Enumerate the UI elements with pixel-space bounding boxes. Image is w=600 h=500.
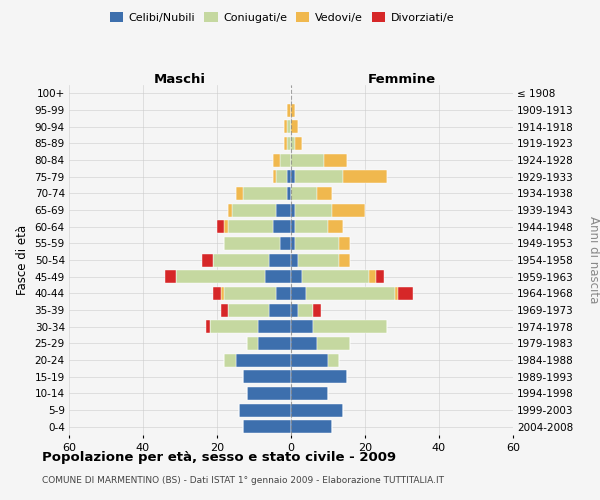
Bar	[243, 187, 287, 200]
Bar	[328, 354, 339, 366]
Bar	[224, 354, 235, 366]
Bar	[287, 137, 291, 150]
Bar	[280, 237, 291, 250]
Bar	[291, 404, 343, 416]
Bar	[291, 320, 313, 333]
Bar	[228, 204, 232, 216]
Bar	[291, 204, 295, 216]
Bar	[298, 254, 339, 266]
Bar	[291, 170, 295, 183]
Bar	[287, 104, 291, 117]
Bar	[398, 287, 413, 300]
Bar	[243, 420, 291, 433]
Bar	[332, 204, 365, 216]
Y-axis label: Anni di nascita: Anni di nascita	[587, 216, 600, 304]
Bar	[368, 270, 376, 283]
Text: Maschi: Maschi	[154, 73, 206, 86]
Text: Popolazione per età, sesso e stato civile - 2009: Popolazione per età, sesso e stato civil…	[42, 451, 396, 464]
Bar	[217, 220, 224, 233]
Bar	[258, 337, 291, 350]
Bar	[291, 337, 317, 350]
Bar	[269, 304, 291, 316]
Bar	[243, 370, 291, 383]
Bar	[376, 270, 383, 283]
Bar	[221, 287, 224, 300]
Bar	[317, 337, 350, 350]
Bar	[302, 270, 369, 283]
Bar	[235, 187, 243, 200]
Bar	[291, 370, 347, 383]
Bar	[298, 304, 313, 316]
Bar	[214, 254, 269, 266]
Bar	[276, 170, 287, 183]
Bar	[291, 254, 298, 266]
Bar	[235, 354, 291, 366]
Bar	[272, 170, 276, 183]
Bar	[313, 320, 387, 333]
Bar	[291, 187, 317, 200]
Bar	[206, 320, 209, 333]
Bar	[209, 320, 258, 333]
Bar	[317, 187, 332, 200]
Y-axis label: Fasce di età: Fasce di età	[16, 225, 29, 295]
Bar	[272, 154, 280, 166]
Text: Femmine: Femmine	[368, 73, 436, 86]
Bar	[295, 204, 332, 216]
Bar	[224, 237, 280, 250]
Bar	[291, 270, 302, 283]
Bar	[291, 420, 332, 433]
Bar	[328, 220, 343, 233]
Bar	[258, 320, 291, 333]
Bar	[287, 187, 291, 200]
Bar	[295, 237, 339, 250]
Bar	[295, 220, 328, 233]
Bar	[313, 304, 320, 316]
Bar	[269, 254, 291, 266]
Bar	[202, 254, 214, 266]
Bar	[276, 204, 291, 216]
Bar	[280, 154, 291, 166]
Bar	[276, 287, 291, 300]
Bar	[291, 287, 306, 300]
Bar	[295, 170, 343, 183]
Bar	[291, 354, 328, 366]
Bar	[224, 220, 228, 233]
Bar	[339, 254, 350, 266]
Bar	[165, 270, 176, 283]
Bar	[228, 304, 269, 316]
Bar	[291, 154, 325, 166]
Bar	[265, 270, 291, 283]
Bar	[291, 104, 295, 117]
Bar	[291, 304, 298, 316]
Bar	[284, 120, 287, 133]
Bar	[247, 337, 258, 350]
Bar	[287, 170, 291, 183]
Bar	[287, 120, 291, 133]
Bar	[284, 137, 287, 150]
Bar	[306, 287, 395, 300]
Bar	[295, 137, 302, 150]
Bar	[325, 154, 347, 166]
Bar	[343, 170, 387, 183]
Legend: Celibi/Nubili, Coniugati/e, Vedovi/e, Divorziati/e: Celibi/Nubili, Coniugati/e, Vedovi/e, Di…	[106, 8, 458, 28]
Bar	[395, 287, 398, 300]
Text: COMUNE DI MARMENTINO (BS) - Dati ISTAT 1° gennaio 2009 - Elaborazione TUTTITALIA: COMUNE DI MARMENTINO (BS) - Dati ISTAT 1…	[42, 476, 444, 485]
Bar	[232, 204, 276, 216]
Bar	[291, 137, 295, 150]
Bar	[228, 220, 272, 233]
Bar	[214, 287, 221, 300]
Bar	[291, 120, 298, 133]
Bar	[247, 387, 291, 400]
Bar	[224, 287, 276, 300]
Bar	[291, 220, 295, 233]
Bar	[272, 220, 291, 233]
Bar	[291, 237, 295, 250]
Bar	[339, 237, 350, 250]
Bar	[221, 304, 228, 316]
Bar	[176, 270, 265, 283]
Bar	[291, 387, 328, 400]
Bar	[239, 404, 291, 416]
